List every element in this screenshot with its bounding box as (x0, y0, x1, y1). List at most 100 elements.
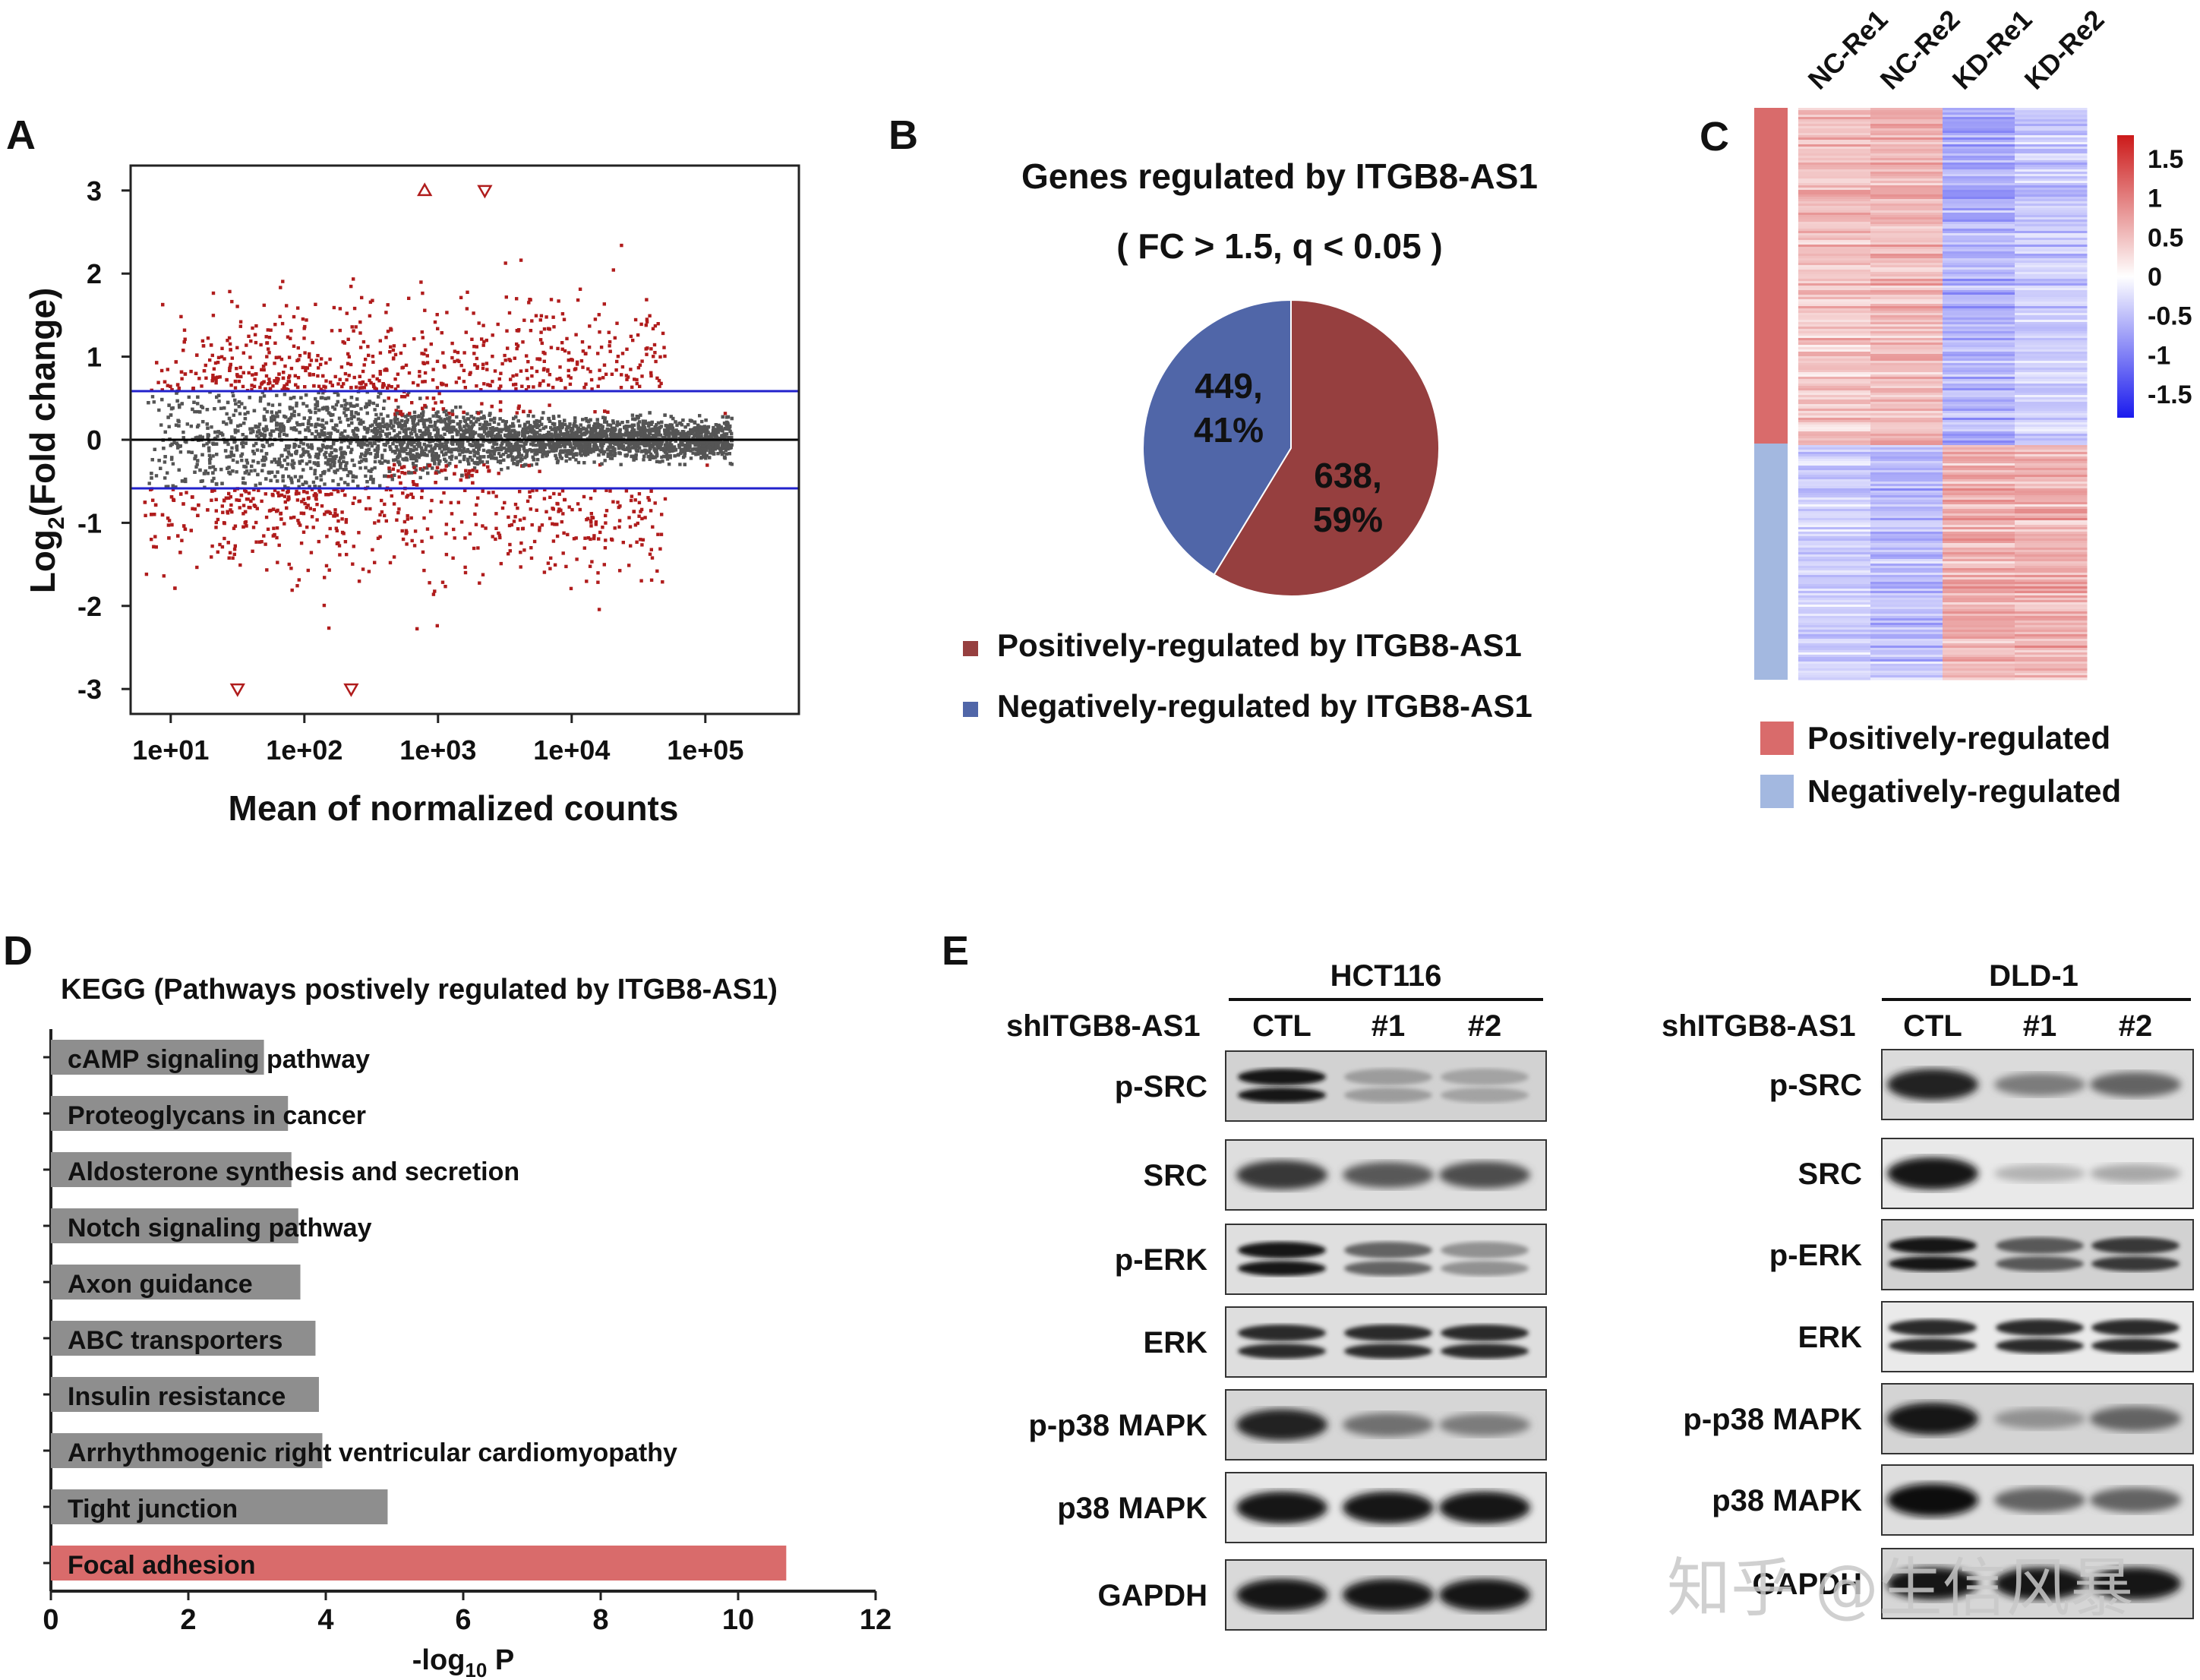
ma-point (528, 424, 532, 428)
ma-point (729, 444, 733, 448)
ma-point (632, 458, 636, 462)
ma-point (673, 454, 677, 458)
ma-point (629, 432, 633, 436)
ma-point (684, 436, 688, 440)
ma-point (244, 441, 248, 445)
ma-point (721, 415, 724, 419)
ma-point (661, 459, 664, 463)
ma-point (677, 432, 681, 436)
ma-point (378, 430, 382, 434)
ma-point (636, 422, 640, 426)
ma-point (277, 409, 282, 414)
ma-point (594, 444, 598, 448)
ma-point (606, 410, 610, 414)
ma-point (235, 448, 239, 452)
ma-point (428, 417, 432, 422)
ma-point (314, 403, 317, 407)
ma-point (617, 451, 621, 455)
ma-point (236, 424, 240, 428)
ma-point (228, 368, 232, 372)
ma-point (249, 431, 253, 434)
ma-point (693, 447, 696, 451)
ma-point (292, 461, 296, 466)
ma-point (299, 396, 303, 399)
ma-point (562, 440, 566, 444)
ma-point (363, 435, 367, 439)
ma-point (706, 431, 710, 434)
ma-point (548, 441, 551, 446)
ma-point (343, 493, 347, 497)
ma-point (424, 428, 428, 432)
ma-point (610, 429, 614, 433)
ma-point (447, 412, 451, 415)
ma-point (377, 416, 380, 420)
ma-point (373, 459, 377, 464)
ma-point (450, 435, 454, 439)
ma-point (664, 454, 668, 459)
ma-point (599, 450, 604, 453)
ma-point (317, 423, 321, 427)
ma-point (688, 444, 692, 447)
ma-point (251, 430, 255, 434)
ma-point (627, 449, 631, 453)
ma-point (358, 455, 363, 459)
ma-point (376, 425, 380, 429)
ma-point (411, 418, 415, 422)
ma-point (200, 435, 204, 439)
ma-point (462, 454, 466, 459)
ma-point (409, 456, 413, 461)
ma-point (454, 464, 458, 469)
ma-point (223, 406, 226, 410)
ma-point (548, 403, 551, 407)
ma-point (583, 446, 588, 450)
ma-point (234, 402, 238, 406)
ma-point (261, 455, 266, 459)
ma-point (472, 448, 476, 452)
ma-point (160, 513, 165, 517)
ma-point (330, 459, 335, 463)
ma-point (147, 401, 150, 405)
ma-point (493, 416, 497, 421)
ma-point (374, 412, 378, 417)
ma-point (150, 458, 154, 462)
ma-point (310, 431, 314, 436)
ma-point (511, 422, 515, 426)
ma-point (668, 456, 672, 459)
ma-point (380, 453, 384, 457)
ma-point (396, 448, 399, 452)
ma-point (444, 439, 448, 443)
ma-point (349, 402, 352, 406)
ma-point (548, 436, 551, 441)
ma-point (387, 396, 390, 400)
ma-point (252, 384, 257, 388)
ma-point (306, 422, 311, 426)
ma-point (435, 436, 439, 440)
ma-point (242, 464, 246, 469)
ma-point (387, 475, 390, 478)
ma-point (235, 444, 239, 448)
ma-point (459, 428, 463, 431)
ma-point (193, 470, 197, 474)
ma-point (344, 467, 348, 472)
ma-point (671, 426, 675, 430)
ma-point (724, 452, 728, 456)
ma-point (267, 403, 270, 406)
ma-point (193, 456, 197, 461)
ma-point (429, 444, 433, 448)
ma-point (379, 412, 383, 416)
ma-point (415, 422, 420, 426)
ma-point (713, 435, 717, 439)
ma-point (202, 369, 207, 373)
ma-point (559, 433, 563, 437)
ma-point (675, 423, 679, 428)
ma-point (526, 421, 529, 425)
ma-point (478, 422, 482, 427)
ma-point (476, 456, 480, 460)
ma-point (724, 425, 728, 430)
ma-point (230, 435, 234, 439)
ma-point (689, 456, 693, 460)
ma-point (233, 428, 237, 432)
ma-point (683, 444, 687, 448)
ma-point (279, 493, 284, 497)
ma-point (431, 458, 434, 462)
